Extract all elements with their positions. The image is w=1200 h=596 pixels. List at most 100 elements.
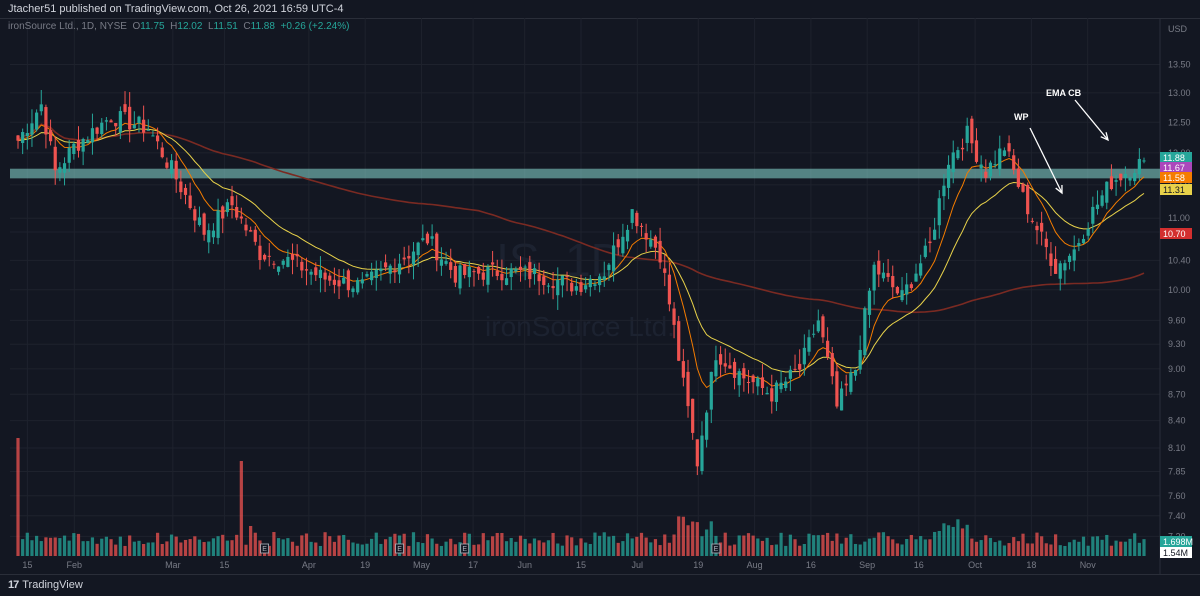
volume-bar <box>807 533 811 556</box>
candle-body <box>891 276 895 288</box>
candle <box>714 345 718 382</box>
candle-body <box>118 111 122 133</box>
volume-bar <box>370 538 374 556</box>
volume-bar <box>956 519 960 556</box>
candle-body <box>309 271 313 275</box>
candle <box>421 224 425 242</box>
candle-body <box>1026 184 1030 215</box>
candle <box>486 264 490 293</box>
candle <box>863 306 867 358</box>
volume-bar <box>1021 533 1025 556</box>
candle-body <box>360 279 364 284</box>
volume-bar <box>72 533 76 556</box>
candle-body <box>537 274 541 282</box>
volume-bar <box>686 525 690 556</box>
candle <box>188 182 192 210</box>
candle-body <box>267 255 271 257</box>
volume-bar <box>672 534 676 556</box>
x-tick-label: Nov <box>1080 560 1097 570</box>
candle <box>449 248 453 279</box>
candle <box>179 170 183 200</box>
candle-body <box>681 361 685 378</box>
candle-body <box>272 263 276 265</box>
candle-body <box>346 270 350 291</box>
volume-bar <box>937 530 941 556</box>
candle-body <box>653 236 658 248</box>
candle <box>718 346 723 378</box>
candle-body <box>723 363 727 367</box>
candle-body <box>933 229 937 240</box>
volume-bar <box>109 539 113 556</box>
candle-body <box>584 285 588 290</box>
volume-bar <box>188 539 192 556</box>
candle-body <box>58 167 62 173</box>
candle-body <box>1030 220 1034 222</box>
x-tick-label: Feb <box>67 560 83 570</box>
candle-body <box>160 147 164 158</box>
symbol-legend[interactable]: ironSource Ltd., 1D, NYSE O11.75 H12.02 … <box>8 21 349 32</box>
candle-body <box>853 369 858 376</box>
candle-body <box>756 378 760 387</box>
volume-bar <box>630 538 634 556</box>
candle-body <box>551 286 555 289</box>
y-tick-label: 12.50 <box>1168 117 1191 127</box>
volume-bar <box>179 542 183 556</box>
volume-bar <box>500 532 504 556</box>
candle <box>872 261 876 305</box>
candle <box>723 348 727 373</box>
candle-body <box>146 129 150 131</box>
tradingview-logo[interactable]: 17 TradingView <box>8 579 83 591</box>
volume-bar <box>863 541 867 556</box>
candle <box>602 261 606 287</box>
candle-body <box>746 381 751 383</box>
volume-bar <box>1035 532 1039 556</box>
candle-body <box>839 388 844 411</box>
candle-body <box>286 256 290 267</box>
candle <box>956 146 960 160</box>
volume-bar <box>467 533 471 556</box>
candle <box>919 254 923 279</box>
candle-body <box>295 254 299 257</box>
candle-body <box>881 272 886 279</box>
candle <box>588 274 592 297</box>
candle <box>444 251 448 266</box>
x-tick-label: Oct <box>968 560 983 570</box>
volume-bar <box>988 537 993 556</box>
volume-bar <box>211 538 216 556</box>
published-caption: Jtacher51 published on TradingView.com, … <box>8 3 344 15</box>
volume-bar <box>183 539 188 556</box>
candle-body <box>1119 173 1123 181</box>
volume-bar <box>272 532 276 556</box>
candle <box>81 137 85 166</box>
legend-close: 11.88 <box>250 21 275 32</box>
y-tick-label: 13.50 <box>1168 59 1191 69</box>
y-tick-label: 7.40 <box>1168 511 1186 521</box>
candle <box>546 283 551 294</box>
candle <box>332 267 336 294</box>
candle-body <box>1100 195 1104 206</box>
volume-bar <box>728 545 732 556</box>
volume-bar <box>356 543 360 556</box>
candle <box>411 242 416 280</box>
candle <box>155 127 160 150</box>
candle-body <box>649 239 653 247</box>
volume-bar <box>760 540 765 556</box>
volume-bar <box>1109 545 1114 556</box>
tradingview-mark-icon: 17 <box>8 579 19 591</box>
volume-bar <box>309 541 313 556</box>
y-tick-label: 7.60 <box>1168 491 1186 501</box>
volume-bar <box>598 535 602 556</box>
header-bar: Jtacher51 published on TradingView.com, … <box>0 0 1200 19</box>
candle <box>472 268 476 287</box>
candle-body <box>216 210 220 238</box>
volume-bar <box>244 544 248 556</box>
candle-body <box>244 224 248 231</box>
candle-body <box>732 361 737 378</box>
candle <box>430 224 434 246</box>
candle-body <box>867 290 872 315</box>
volume-bar <box>258 540 262 556</box>
volume-bar <box>518 535 523 556</box>
candle <box>21 128 25 155</box>
candle-body <box>490 262 495 265</box>
